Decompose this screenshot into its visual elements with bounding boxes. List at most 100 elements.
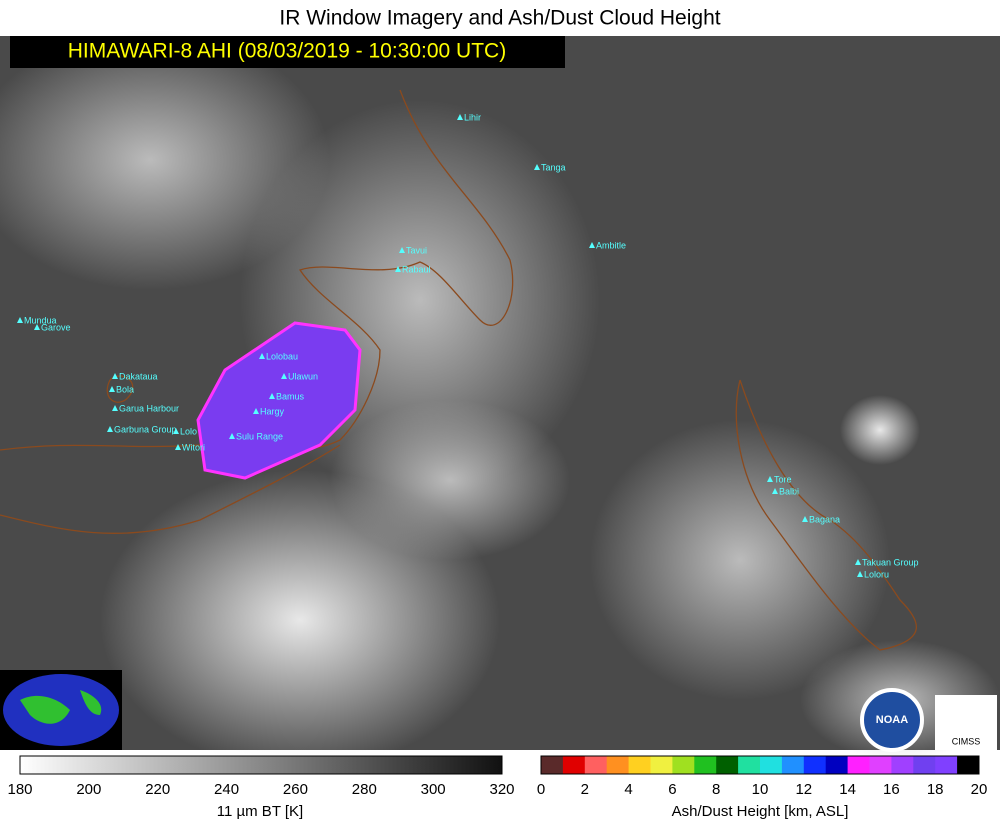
volcano-marker [109,386,115,392]
clouds [0,30,1000,770]
volcano-marker [772,488,778,494]
bt-tick-label: 300 [421,781,446,798]
volcano-label: Lolobau [266,351,298,361]
ash-tick-label: 14 [839,781,856,798]
ash-color-step [562,756,586,774]
volcano-marker [259,353,265,359]
bt-colorbar [19,755,503,775]
volcano-marker [229,433,235,439]
cimss-logo [935,695,997,750]
volcano-marker [395,266,401,272]
volcano-label: Rabaul [402,264,431,274]
ash-tick-label: 4 [624,781,632,798]
ash-color-step [913,756,936,774]
ash-color-step [694,756,717,774]
volcano-marker [802,516,808,522]
volcano-label: Lolo [180,426,197,436]
ash-label: Ash/Dust Height [km, ASL] [672,803,849,820]
volcano-marker [112,405,118,411]
volcano-label: Dakataua [119,371,158,381]
volcano-label: Tanga [541,162,566,172]
volcano-marker [269,393,275,399]
ash-tick-label: 20 [971,781,988,798]
ash-color-step [584,756,608,774]
volcano-label: Mundua [24,315,57,325]
ash-color-step [738,756,761,774]
ash-color-step [781,756,805,774]
volcano-marker [767,476,773,482]
volcano-marker [855,559,861,565]
ash-color-step [891,756,914,774]
volcano-label: Ambitle [596,240,626,250]
ash-colorbar [540,755,980,775]
ash-color-step [760,756,783,774]
volcano-label: Witori [182,442,205,452]
volcano-marker [34,324,40,330]
volcano-marker [107,426,113,432]
ash-color-step [628,756,651,774]
volcano-marker [112,373,118,379]
subtitle-box [10,36,565,68]
volcano-marker [534,164,540,170]
bt-tick-label: 280 [352,781,377,798]
bt-tick-label: 200 [76,781,101,798]
ash-tick-label: 16 [883,781,900,798]
volcano-label: Tavui [406,245,427,255]
volcano-marker [857,571,863,577]
ash-color-step [672,756,695,774]
bt-tick-label: 320 [489,781,514,798]
ash-color-step [957,756,980,774]
bt-label: 11 µm BT [K] [217,803,303,820]
volcano-marker [589,242,595,248]
ash-color-step [650,756,673,774]
volcano-label: Bagana [809,514,840,524]
ash-color-step [825,756,849,774]
volcano-marker [399,247,405,253]
cimss-text: CIMSS [952,736,981,746]
bt-tick-label: 220 [145,781,170,798]
volcano-label: Ulawun [288,371,318,381]
volcano-label: Loloru [864,569,889,579]
volcano-label: Lihir [464,112,481,122]
ash-color-step [935,756,958,774]
volcano-marker [253,408,259,414]
volcano-marker [175,444,181,450]
volcano-label: Sulu Range [236,431,283,441]
volcano-label: Garua Harbour [119,403,179,413]
volcano-marker [457,114,463,120]
volcano-label: Tore [774,474,792,484]
bt-tick-label: 180 [7,781,32,798]
ash-tick-label: 8 [712,781,720,798]
volcano-label: Balbi [779,486,799,496]
ash-color-step [541,756,564,774]
noaa-logo [860,688,924,752]
ash-tick-label: 10 [752,781,769,798]
volcano-marker [17,317,23,323]
noaa-text: NOAA [876,714,908,726]
bt-tick-label: 240 [214,781,239,798]
ash-color-step [869,756,892,774]
ash-color-step [606,756,630,774]
title: IR Window Imagery and Ash/Dust Cloud Hei… [279,7,720,30]
ash-color-step [847,756,870,774]
ash-tick-label: 6 [668,781,676,798]
subtitle: HIMAWARI-8 AHI (08/03/2019 - 10:30:00 UT… [68,40,506,63]
volcano-label: Hargy [260,406,285,416]
bt-tick-label: 260 [283,781,308,798]
ash-color-step [716,756,739,774]
ash-tick-label: 12 [795,781,812,798]
volcano-label: Bola [116,384,134,394]
ash-color-step [803,756,827,774]
volcano-marker [281,373,287,379]
volcano-label: Garbuna Group [114,424,177,434]
volcano-label: Takuan Group [862,557,919,567]
volcano-label: Garove [41,322,71,332]
volcano-marker [173,428,179,434]
ash-tick-label: 0 [537,781,545,798]
ash-cloud [196,321,362,480]
globe-land [20,690,102,724]
ash-tick-label: 18 [927,781,944,798]
volcano-label: Bamus [276,391,305,401]
ash-tick-label: 2 [581,781,589,798]
